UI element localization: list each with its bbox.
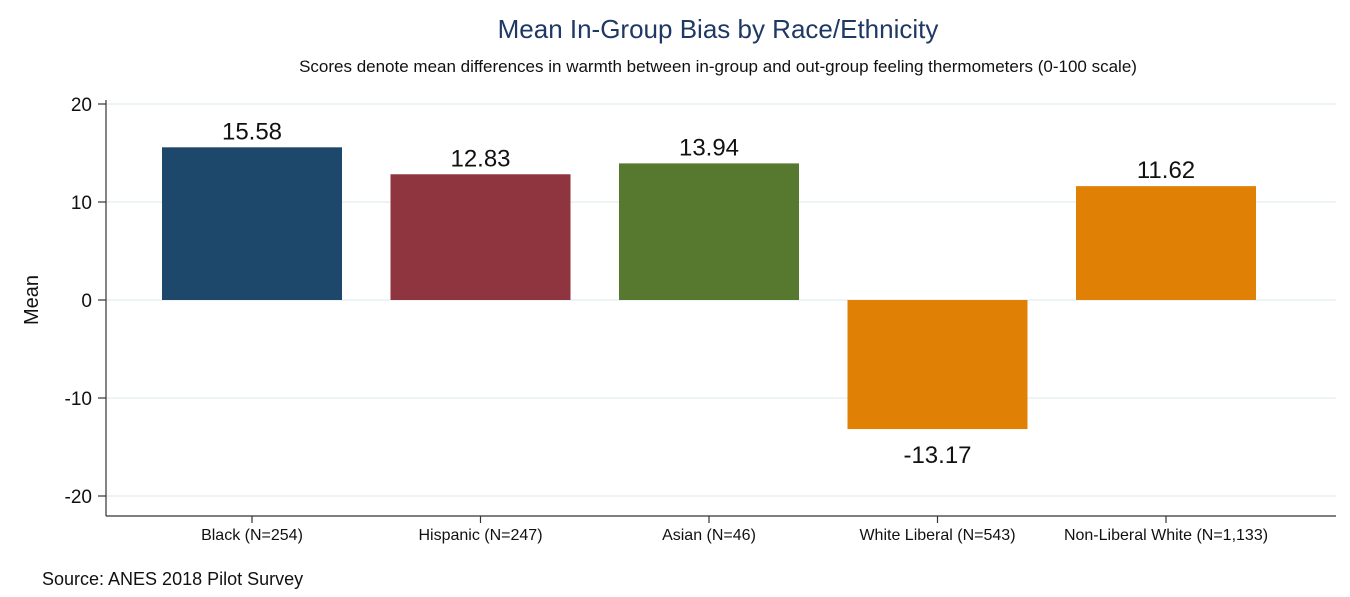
bars [162, 147, 1256, 430]
bar-value-label: -13.17 [903, 442, 971, 469]
bar-value-label: 11.62 [1137, 157, 1195, 184]
chart-title: Mean In-Group Bias by Race/Ethnicity [497, 14, 939, 44]
x-tick-label: Non-Liberal White (N=1,133) [1064, 527, 1268, 544]
bar-value-label: 12.83 [450, 145, 510, 172]
chart-subtitle: Scores denote mean differences in warmth… [299, 57, 1137, 76]
x-tick-label: Hispanic (N=247) [418, 527, 542, 544]
y-axis-label: Mean [21, 275, 43, 325]
y-tick-label: 0 [81, 291, 92, 312]
bar-value-label: 13.94 [679, 134, 739, 161]
bar-chart: 20 10 0 -10 -20 15.58 12.83 13.94 -13.17 11.62 B… [21, 95, 1336, 544]
bar [390, 174, 571, 300]
x-tick-label: White Liberal (N=543) [859, 527, 1015, 544]
value-labels: 15.58 12.83 13.94 -13.17 11.62 [222, 118, 1195, 469]
x-tick-labels: Black (N=254) Hispanic (N=247) Asian (N=46… [201, 516, 1268, 544]
y-tick-label: 10 [71, 193, 92, 214]
y-tick-label: 20 [71, 95, 92, 116]
bar [162, 147, 342, 300]
bar [1076, 186, 1256, 300]
y-tick-label: -20 [65, 487, 92, 508]
y-ticks: 20 10 0 -10 -20 [65, 95, 106, 508]
x-tick-label: Black (N=254) [201, 527, 303, 544]
source-note: Source: ANES 2018 Pilot Survey [42, 569, 304, 589]
bar [619, 163, 799, 300]
bar-value-label: 15.58 [222, 118, 282, 145]
x-tick-label: Asian (N=46) [662, 527, 756, 544]
bar [847, 300, 1028, 430]
y-tick-label: -10 [65, 389, 92, 410]
